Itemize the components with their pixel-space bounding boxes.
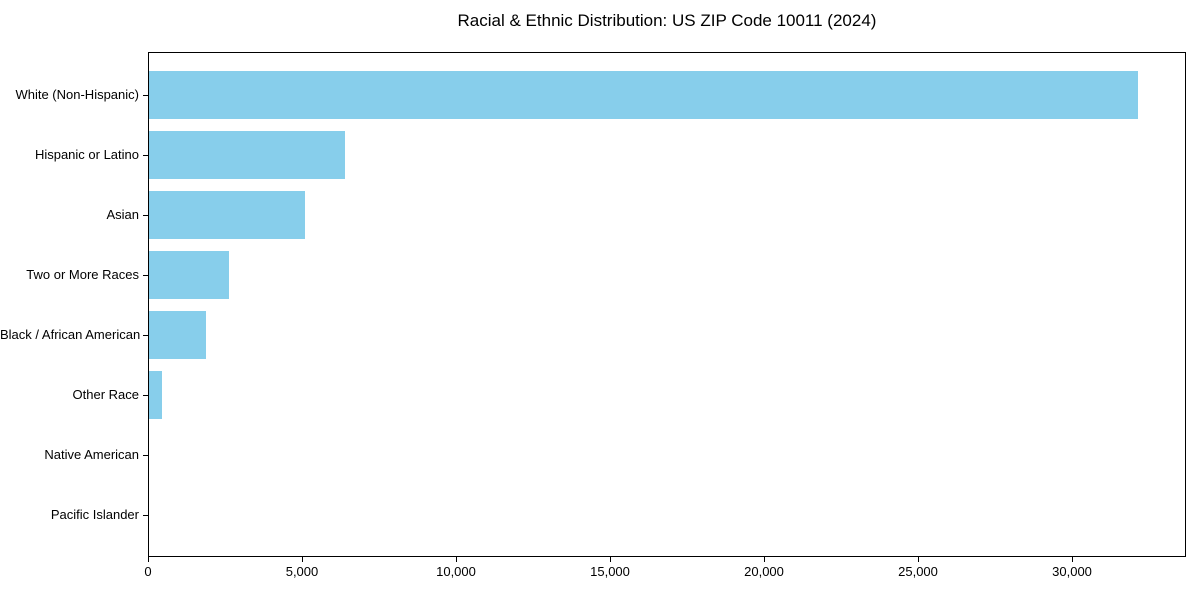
x-tick-label: 30,000 <box>1052 564 1092 579</box>
x-tick-label: 25,000 <box>898 564 938 579</box>
x-tick-label: 10,000 <box>436 564 476 579</box>
bar-asian <box>149 191 305 239</box>
y-tick-label: White (Non-Hispanic) <box>15 87 139 102</box>
y-tick-label: Asian <box>106 207 139 222</box>
y-tick-label: Other Race <box>72 387 139 402</box>
y-tick-mark <box>143 274 148 276</box>
x-tick-label: 5,000 <box>285 564 319 579</box>
y-tick-mark <box>143 214 148 216</box>
y-tick-mark <box>143 394 148 396</box>
y-tick-mark <box>143 94 148 96</box>
x-tick-mark <box>455 557 457 562</box>
x-tick-label: 0 <box>144 564 152 579</box>
y-tick-label: Pacific Islander <box>50 507 139 522</box>
y-tick-label: Black / African American <box>0 327 141 342</box>
x-tick-mark <box>917 557 919 562</box>
y-tick-mark <box>143 514 148 516</box>
x-tick-mark <box>763 557 765 562</box>
x-tick-mark <box>147 557 149 562</box>
x-tick-mark <box>1071 557 1073 562</box>
chart-title: Racial & Ethnic Distribution: US ZIP Cod… <box>457 11 877 30</box>
x-tick-label: 20,000 <box>744 564 784 579</box>
y-tick-mark <box>143 154 148 156</box>
y-tick-label: Hispanic or Latino <box>34 147 139 162</box>
x-tick-label: 15,000 <box>590 564 630 579</box>
bar-two-or-more-races <box>149 251 229 299</box>
bar-hispanic-or-latino <box>149 131 345 179</box>
y-tick-mark <box>143 334 148 336</box>
bar-black-african-american <box>149 311 206 359</box>
y-tick-label: Two or More Races <box>26 267 139 282</box>
x-tick-mark <box>609 557 611 562</box>
y-tick-mark <box>143 454 148 456</box>
plot-area <box>148 52 1186 557</box>
bar-white-non-hispanic <box>149 71 1138 119</box>
x-tick-mark <box>301 557 303 562</box>
bar-other-race <box>149 371 162 419</box>
y-tick-label: Native American <box>44 447 139 462</box>
